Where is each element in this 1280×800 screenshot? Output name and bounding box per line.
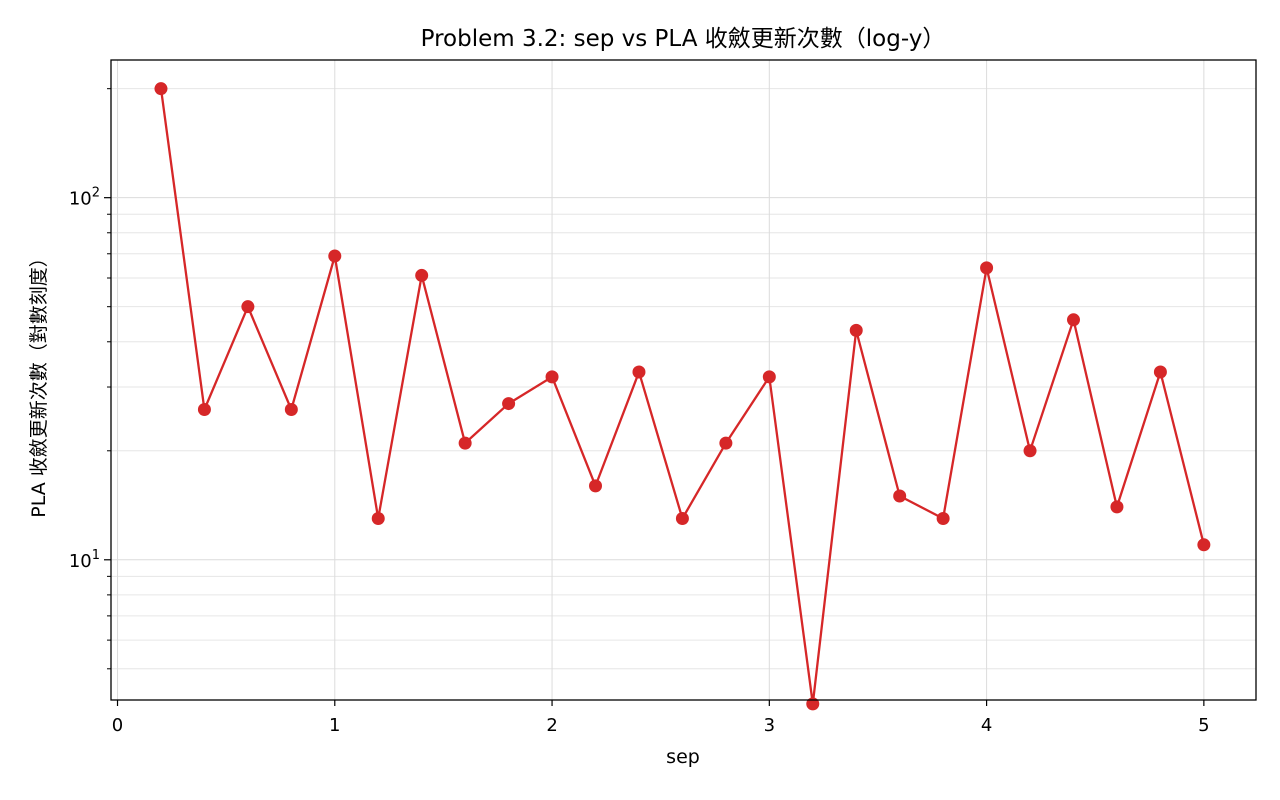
data-point	[415, 268, 429, 282]
data-point	[632, 365, 646, 379]
data-point	[241, 300, 255, 314]
chart-title: Problem 3.2: sep vs PLA 收斂更新次數（log-y）	[421, 26, 946, 52]
series-layer	[154, 82, 1211, 711]
data-point	[1153, 365, 1167, 379]
data-point	[1197, 538, 1211, 552]
y-tick-label: 101	[69, 548, 100, 572]
data-point	[1023, 444, 1037, 458]
data-point	[371, 512, 385, 526]
y-axis-ticks: 101 102	[69, 88, 111, 670]
data-point	[502, 397, 516, 411]
x-tick-label: 5	[1198, 715, 1209, 736]
x-tick-label: 2	[546, 715, 557, 736]
data-point	[328, 249, 342, 263]
x-tick-label: 4	[981, 715, 992, 736]
data-point	[849, 323, 863, 337]
x-axis-ticks: 0 1 2 3 4 5	[112, 700, 1210, 736]
x-tick-label: 1	[329, 715, 340, 736]
data-point	[589, 479, 603, 493]
data-point	[1066, 313, 1080, 327]
data-point	[806, 697, 820, 711]
data-point	[1110, 500, 1124, 514]
y-axis-label: PLA 收斂更新次數（對數刻度）	[28, 248, 50, 518]
y-tick-label: 102	[69, 186, 100, 210]
data-point	[893, 489, 907, 503]
data-point	[980, 261, 994, 275]
plot-frame	[110, 59, 1257, 701]
data-point	[197, 403, 211, 417]
x-axis-label: sep	[666, 746, 700, 768]
data-point	[762, 370, 776, 384]
data-point	[545, 370, 559, 384]
minor-gridlines	[111, 88, 1256, 670]
data-point	[675, 512, 689, 526]
data-point	[936, 512, 950, 526]
data-point	[284, 403, 298, 417]
data-point	[719, 436, 733, 450]
data-point	[458, 436, 472, 450]
x-tick-label: 3	[764, 715, 775, 736]
x-tick-label: 0	[112, 715, 123, 736]
data-point	[154, 82, 168, 96]
